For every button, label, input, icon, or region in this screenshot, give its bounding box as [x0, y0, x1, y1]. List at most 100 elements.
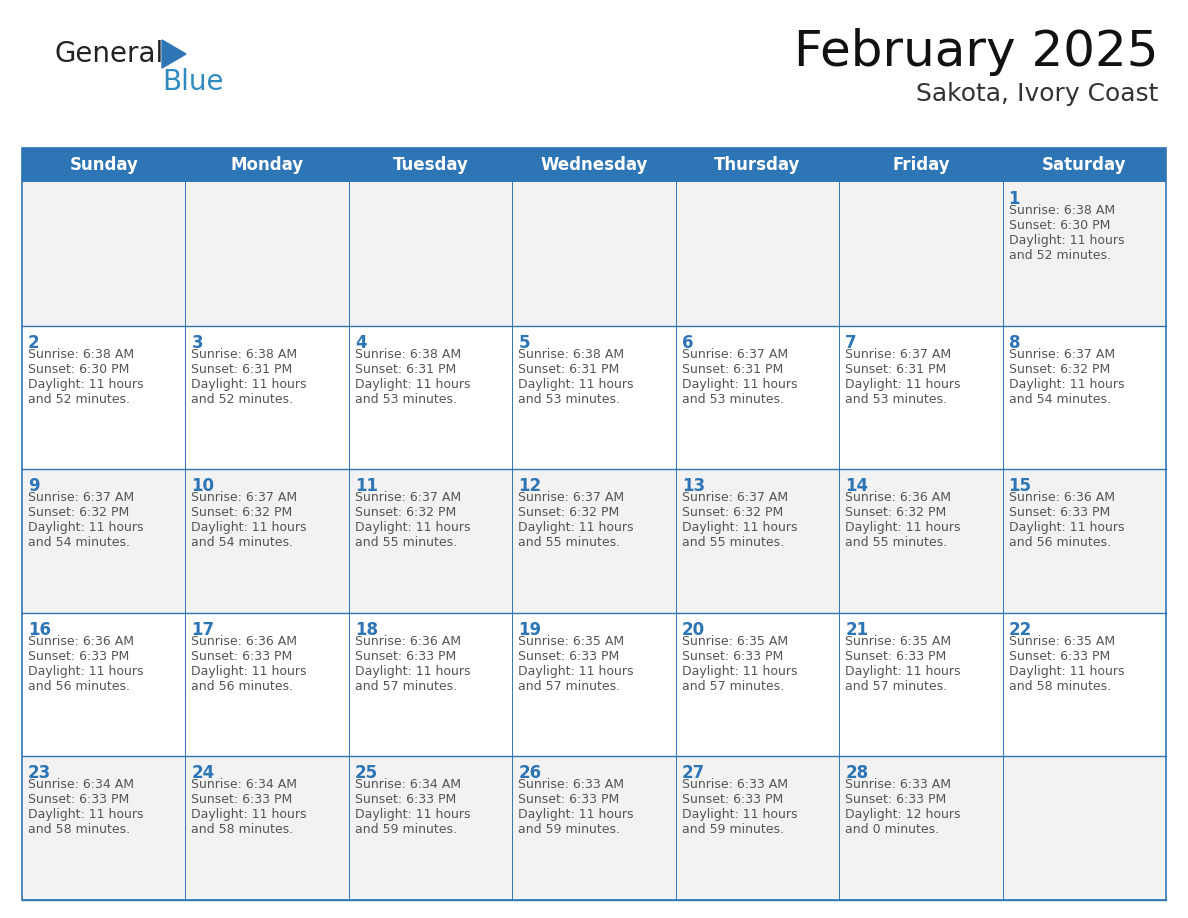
Text: and 58 minutes.: and 58 minutes. [29, 823, 131, 836]
Text: Sunset: 6:33 PM: Sunset: 6:33 PM [29, 793, 129, 806]
Bar [23, 326, 1165, 469]
Text: and 55 minutes.: and 55 minutes. [682, 536, 784, 549]
Text: Sunset: 6:33 PM: Sunset: 6:33 PM [355, 793, 456, 806]
Text: General: General [55, 40, 164, 68]
Text: and 58 minutes.: and 58 minutes. [1009, 680, 1111, 693]
Text: Sunrise: 6:37 AM: Sunrise: 6:37 AM [29, 491, 134, 504]
Text: Sunrise: 6:37 AM: Sunrise: 6:37 AM [355, 491, 461, 504]
Text: Sunrise: 6:37 AM: Sunrise: 6:37 AM [191, 491, 297, 504]
Text: 21: 21 [845, 621, 868, 639]
Text: Sunrise: 6:38 AM: Sunrise: 6:38 AM [191, 348, 297, 361]
Text: Daylight: 11 hours: Daylight: 11 hours [682, 521, 797, 534]
Text: Daylight: 11 hours: Daylight: 11 hours [191, 377, 307, 390]
Bar [23, 148, 1165, 900]
Text: Sunrise: 6:35 AM: Sunrise: 6:35 AM [1009, 635, 1114, 648]
Text: and 52 minutes.: and 52 minutes. [1009, 249, 1111, 262]
Text: 1: 1 [1009, 190, 1020, 208]
Text: and 54 minutes.: and 54 minutes. [29, 536, 129, 549]
Polygon shape [162, 40, 187, 68]
Text: 28: 28 [845, 765, 868, 782]
Text: Daylight: 11 hours: Daylight: 11 hours [1009, 665, 1124, 677]
Text: and 54 minutes.: and 54 minutes. [1009, 393, 1111, 406]
Text: Sunrise: 6:35 AM: Sunrise: 6:35 AM [845, 635, 952, 648]
Text: Sunrise: 6:38 AM: Sunrise: 6:38 AM [355, 348, 461, 361]
Text: and 54 minutes.: and 54 minutes. [191, 536, 293, 549]
Text: Sunset: 6:33 PM: Sunset: 6:33 PM [682, 650, 783, 663]
Text: Sunrise: 6:34 AM: Sunrise: 6:34 AM [191, 778, 297, 791]
Text: Sunset: 6:33 PM: Sunset: 6:33 PM [1009, 650, 1110, 663]
Text: Daylight: 11 hours: Daylight: 11 hours [845, 521, 961, 534]
Text: Daylight: 11 hours: Daylight: 11 hours [1009, 377, 1124, 390]
Text: Daylight: 11 hours: Daylight: 11 hours [518, 665, 633, 677]
Text: Saturday: Saturday [1042, 156, 1126, 174]
Text: Sunset: 6:31 PM: Sunset: 6:31 PM [518, 363, 619, 375]
Text: Sunset: 6:32 PM: Sunset: 6:32 PM [845, 506, 947, 520]
Text: Sunset: 6:30 PM: Sunset: 6:30 PM [29, 363, 129, 375]
Text: Daylight: 11 hours: Daylight: 11 hours [1009, 234, 1124, 247]
Text: 23: 23 [29, 765, 51, 782]
Text: Sunrise: 6:33 AM: Sunrise: 6:33 AM [682, 778, 788, 791]
Text: Sunrise: 6:33 AM: Sunrise: 6:33 AM [845, 778, 952, 791]
Text: and 55 minutes.: and 55 minutes. [355, 536, 457, 549]
Bar [23, 148, 1165, 182]
Text: Sunrise: 6:37 AM: Sunrise: 6:37 AM [518, 491, 625, 504]
Text: Daylight: 11 hours: Daylight: 11 hours [29, 809, 144, 822]
Text: Daylight: 11 hours: Daylight: 11 hours [29, 521, 144, 534]
Text: and 0 minutes.: and 0 minutes. [845, 823, 940, 836]
Text: 24: 24 [191, 765, 215, 782]
Text: 17: 17 [191, 621, 215, 639]
Text: Tuesday: Tuesday [392, 156, 468, 174]
Text: 27: 27 [682, 765, 704, 782]
Text: Sunset: 6:30 PM: Sunset: 6:30 PM [1009, 219, 1110, 232]
Text: Sunrise: 6:37 AM: Sunrise: 6:37 AM [682, 348, 788, 361]
Text: 18: 18 [355, 621, 378, 639]
Text: Wednesday: Wednesday [541, 156, 647, 174]
Text: Sunrise: 6:35 AM: Sunrise: 6:35 AM [518, 635, 625, 648]
Text: Sunset: 6:32 PM: Sunset: 6:32 PM [29, 506, 129, 520]
Text: Sunset: 6:33 PM: Sunset: 6:33 PM [845, 793, 947, 806]
Text: 22: 22 [1009, 621, 1032, 639]
Text: Daylight: 11 hours: Daylight: 11 hours [29, 665, 144, 677]
Text: Daylight: 11 hours: Daylight: 11 hours [191, 809, 307, 822]
Text: Sunset: 6:31 PM: Sunset: 6:31 PM [191, 363, 292, 375]
Text: Sunrise: 6:36 AM: Sunrise: 6:36 AM [355, 635, 461, 648]
Text: 20: 20 [682, 621, 704, 639]
Text: 11: 11 [355, 477, 378, 495]
Bar [23, 756, 1165, 900]
Text: Daylight: 11 hours: Daylight: 11 hours [682, 665, 797, 677]
Text: 15: 15 [1009, 477, 1031, 495]
Text: Sunrise: 6:36 AM: Sunrise: 6:36 AM [191, 635, 297, 648]
Text: Friday: Friday [892, 156, 949, 174]
Text: Sunset: 6:32 PM: Sunset: 6:32 PM [1009, 363, 1110, 375]
Text: 16: 16 [29, 621, 51, 639]
Text: and 57 minutes.: and 57 minutes. [518, 680, 620, 693]
Text: Sunset: 6:33 PM: Sunset: 6:33 PM [191, 793, 292, 806]
Text: Sunrise: 6:35 AM: Sunrise: 6:35 AM [682, 635, 788, 648]
Text: Sunrise: 6:38 AM: Sunrise: 6:38 AM [29, 348, 134, 361]
Text: Daylight: 11 hours: Daylight: 11 hours [845, 665, 961, 677]
Text: Sunrise: 6:33 AM: Sunrise: 6:33 AM [518, 778, 624, 791]
Text: 10: 10 [191, 477, 214, 495]
Text: 8: 8 [1009, 333, 1020, 352]
Text: Thursday: Thursday [714, 156, 801, 174]
Text: and 56 minutes.: and 56 minutes. [191, 680, 293, 693]
Text: and 58 minutes.: and 58 minutes. [191, 823, 293, 836]
Text: Sunday: Sunday [69, 156, 138, 174]
Text: Daylight: 11 hours: Daylight: 11 hours [191, 521, 307, 534]
Text: Sunset: 6:32 PM: Sunset: 6:32 PM [682, 506, 783, 520]
Text: 6: 6 [682, 333, 694, 352]
Text: February 2025: February 2025 [794, 28, 1158, 76]
Text: 14: 14 [845, 477, 868, 495]
Text: 26: 26 [518, 765, 542, 782]
Text: Sunrise: 6:36 AM: Sunrise: 6:36 AM [29, 635, 134, 648]
Text: and 53 minutes.: and 53 minutes. [518, 393, 620, 406]
Text: Sunset: 6:31 PM: Sunset: 6:31 PM [355, 363, 456, 375]
Text: 3: 3 [191, 333, 203, 352]
Text: Sunset: 6:33 PM: Sunset: 6:33 PM [845, 650, 947, 663]
Text: Sunset: 6:33 PM: Sunset: 6:33 PM [518, 793, 619, 806]
Text: Daylight: 11 hours: Daylight: 11 hours [682, 377, 797, 390]
Text: Blue: Blue [162, 68, 223, 96]
Text: and 56 minutes.: and 56 minutes. [1009, 536, 1111, 549]
Text: and 55 minutes.: and 55 minutes. [845, 536, 947, 549]
Text: and 57 minutes.: and 57 minutes. [845, 680, 947, 693]
